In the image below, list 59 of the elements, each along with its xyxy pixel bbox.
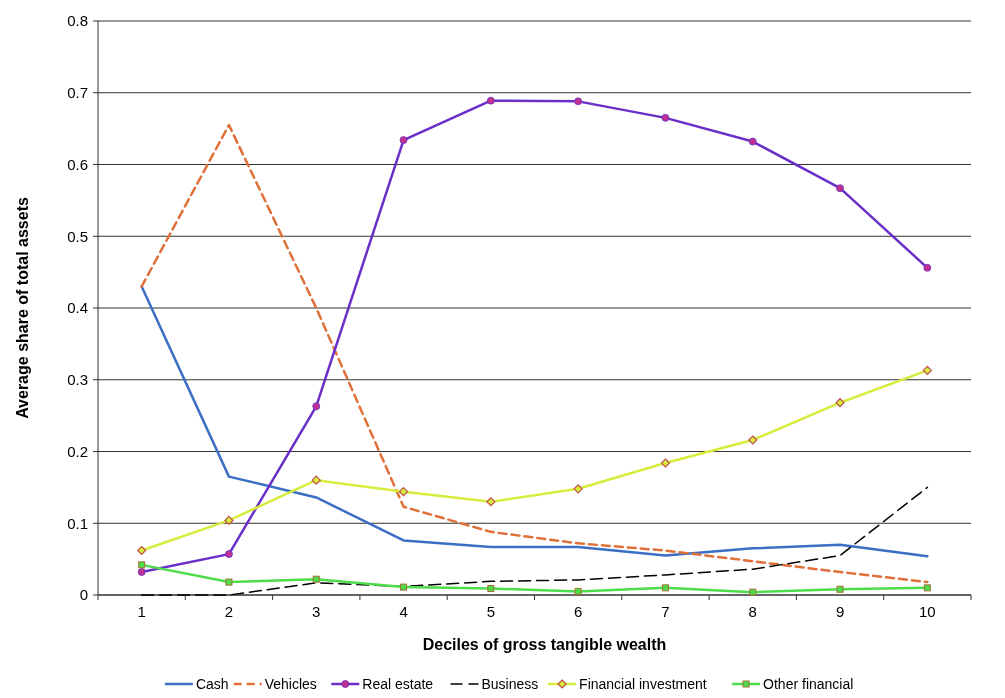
legend-label: Business <box>481 675 539 692</box>
x-tick-label: 10 <box>919 603 936 620</box>
point <box>748 137 757 146</box>
legend-label: Vehicles <box>264 675 317 692</box>
x-tick-label: 7 <box>661 603 670 620</box>
y-tick-label: 0.6 <box>67 155 88 173</box>
point <box>312 402 321 411</box>
point <box>660 458 671 468</box>
point <box>748 435 758 445</box>
x-tick-label: 4 <box>399 603 408 620</box>
point <box>224 515 234 525</box>
x-tick-label: 6 <box>573 603 583 620</box>
y-tick-label: 0.7 <box>67 84 88 101</box>
line-series <box>140 285 929 558</box>
point <box>923 584 931 592</box>
x-tick-label: 8 <box>748 603 757 620</box>
point <box>836 585 844 593</box>
point <box>574 587 582 595</box>
y-tick-label: 0.5 <box>67 227 88 245</box>
point <box>138 561 146 569</box>
x-tick-label: 3 <box>312 603 321 620</box>
x-tick-label: 9 <box>835 603 845 620</box>
point <box>225 578 233 586</box>
y-tick-label: 0.3 <box>67 371 88 388</box>
x-tick-label: 5 <box>486 603 496 620</box>
legend-label: Real estate <box>362 675 434 692</box>
point <box>486 497 496 507</box>
point <box>137 545 147 556</box>
point <box>836 184 844 193</box>
point <box>661 584 669 592</box>
y-tick-label: 0.2 <box>67 442 88 460</box>
point <box>311 475 321 485</box>
x-axis-title: Deciles of gross tangible wealth <box>422 636 667 653</box>
y-tick-label: 0.8 <box>67 12 88 30</box>
point <box>225 550 233 558</box>
point <box>573 484 583 494</box>
point <box>661 113 670 122</box>
point <box>398 487 409 497</box>
point <box>922 365 932 376</box>
point <box>923 263 932 272</box>
point <box>137 568 146 576</box>
y-tick-label: 0 <box>79 586 88 604</box>
point <box>486 96 495 105</box>
point <box>487 585 495 593</box>
line-series <box>140 486 929 596</box>
legend-label: Other financial <box>763 675 854 692</box>
point <box>574 97 583 106</box>
point <box>835 398 845 408</box>
point <box>400 583 408 591</box>
y-axis-title: Average share of total assets <box>14 197 31 419</box>
legend-label: Financial investment <box>579 675 707 692</box>
point <box>399 136 408 144</box>
y-tick-label: 0.4 <box>67 299 88 317</box>
point <box>749 588 757 596</box>
x-tick-label: 2 <box>224 603 234 620</box>
x-tick-label: 1 <box>137 603 146 620</box>
y-tick-label: 0.1 <box>67 514 88 532</box>
legend-label: Cash <box>195 675 229 692</box>
point <box>312 575 320 583</box>
